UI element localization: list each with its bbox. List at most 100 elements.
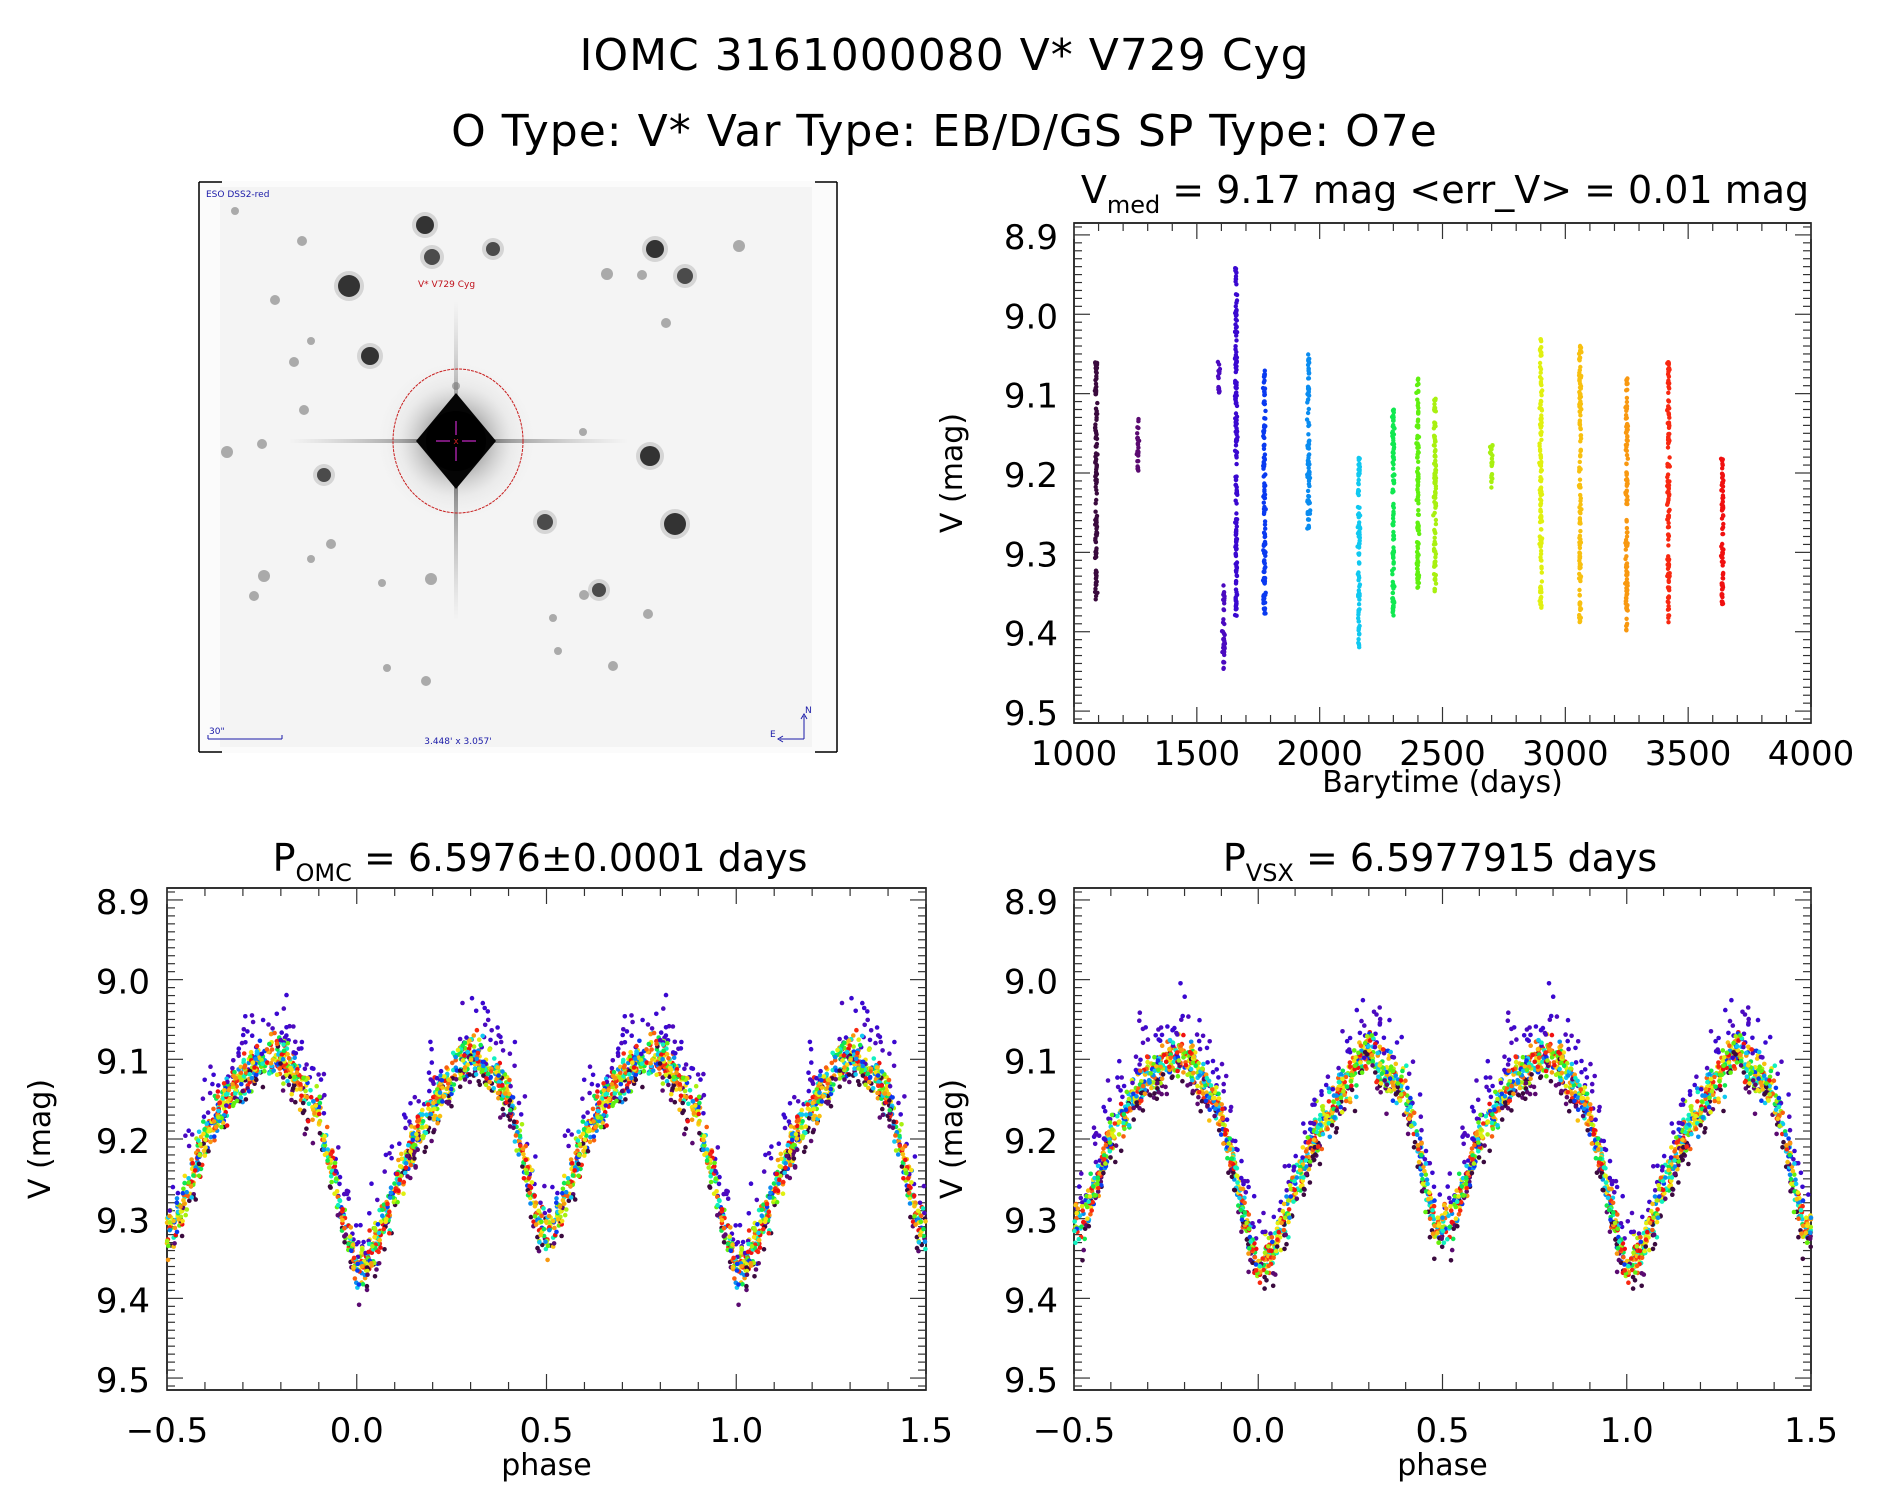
data-point	[1538, 463, 1543, 468]
data-point	[752, 1274, 757, 1279]
data-point	[1624, 616, 1629, 621]
data-point	[1667, 479, 1672, 484]
data-point	[429, 1138, 434, 1144]
data-point	[399, 1151, 404, 1157]
data-point	[538, 1200, 543, 1206]
data-point	[186, 1143, 192, 1149]
y-tick-label: 8.9	[96, 883, 150, 923]
data-point	[1094, 465, 1099, 470]
data-point	[1667, 367, 1672, 372]
data-point	[526, 1175, 531, 1181]
data-point	[1234, 330, 1240, 335]
data-point	[170, 1184, 176, 1190]
data-point	[1306, 390, 1311, 395]
data-point	[1415, 436, 1420, 441]
data-point	[1391, 582, 1396, 587]
data-point	[792, 1094, 797, 1100]
field-star	[221, 446, 233, 458]
data-point	[1095, 590, 1100, 595]
data-point	[477, 1082, 483, 1088]
data-point	[1390, 516, 1396, 521]
data-point	[1306, 481, 1312, 487]
field-star	[270, 295, 280, 305]
x-tick-label: 1000	[1031, 734, 1118, 774]
data-point	[1414, 540, 1420, 545]
data-point	[683, 1126, 689, 1131]
data-point	[1539, 437, 1544, 442]
data-point	[317, 1130, 323, 1136]
data-point	[545, 1257, 550, 1263]
data-point	[723, 1232, 728, 1237]
data-point	[1538, 401, 1543, 406]
data-point	[701, 1147, 706, 1152]
data-point	[796, 1117, 801, 1123]
data-point	[1093, 538, 1098, 543]
data-point	[239, 1040, 245, 1046]
y-tick-label: 9.1	[1004, 377, 1058, 417]
data-point	[761, 1247, 767, 1252]
data-point	[410, 1144, 416, 1149]
data-point	[1538, 479, 1544, 484]
data-point	[1261, 569, 1266, 574]
data-point	[291, 1024, 296, 1029]
data-point	[648, 1061, 653, 1066]
data-point	[1356, 487, 1361, 493]
data-point	[616, 1046, 621, 1051]
data-point	[1433, 463, 1439, 469]
data-point	[580, 1131, 586, 1137]
data-point	[1356, 482, 1361, 487]
target-marker-icon: x	[453, 437, 459, 447]
data-point	[423, 1130, 429, 1136]
data-point	[609, 1065, 615, 1071]
field-star-halo	[533, 510, 557, 534]
data-point	[1578, 426, 1583, 432]
data-point	[562, 1133, 568, 1138]
data-point	[1356, 472, 1362, 477]
data-point	[629, 1013, 634, 1018]
data-point	[1415, 452, 1420, 457]
data-point	[532, 1203, 538, 1209]
data-point	[646, 1041, 652, 1047]
data-point	[1093, 572, 1099, 578]
data-point	[1263, 553, 1268, 558]
data-point	[375, 1222, 381, 1227]
data-point	[814, 1075, 819, 1081]
data-point	[1540, 388, 1545, 393]
data-point	[1222, 601, 1227, 606]
data-point	[324, 1124, 330, 1130]
data-point	[846, 1072, 852, 1077]
data-point	[734, 1268, 740, 1273]
data-point	[1306, 525, 1311, 531]
data-point	[521, 1151, 526, 1157]
data-point	[234, 1098, 240, 1104]
data-point	[866, 1079, 872, 1085]
data-point	[892, 1039, 897, 1045]
data-point	[1093, 406, 1099, 411]
data-point	[174, 1200, 180, 1205]
data-point	[1234, 437, 1239, 442]
data-point	[506, 1091, 512, 1097]
data-point	[374, 1267, 379, 1272]
phase-omc-points	[164, 992, 928, 1308]
data-point	[473, 1008, 479, 1014]
data-point	[355, 1268, 360, 1273]
data-point	[430, 1079, 436, 1084]
data-point	[695, 1072, 701, 1077]
data-point	[268, 1061, 274, 1066]
data-point	[346, 1196, 352, 1201]
data-point	[1356, 570, 1361, 575]
field-star	[424, 249, 440, 265]
y-tick-label: 9.4	[1004, 615, 1058, 655]
data-point	[1094, 441, 1100, 447]
data-point	[809, 1060, 814, 1065]
field-star	[317, 468, 331, 482]
data-point	[230, 1082, 235, 1087]
data-point	[431, 1100, 436, 1106]
data-point	[533, 1154, 538, 1159]
data-point	[407, 1119, 412, 1124]
data-point	[1666, 440, 1672, 445]
data-point	[1093, 391, 1099, 397]
data-point	[1415, 523, 1421, 529]
field-star-halo	[660, 509, 690, 539]
data-point	[809, 1079, 815, 1084]
